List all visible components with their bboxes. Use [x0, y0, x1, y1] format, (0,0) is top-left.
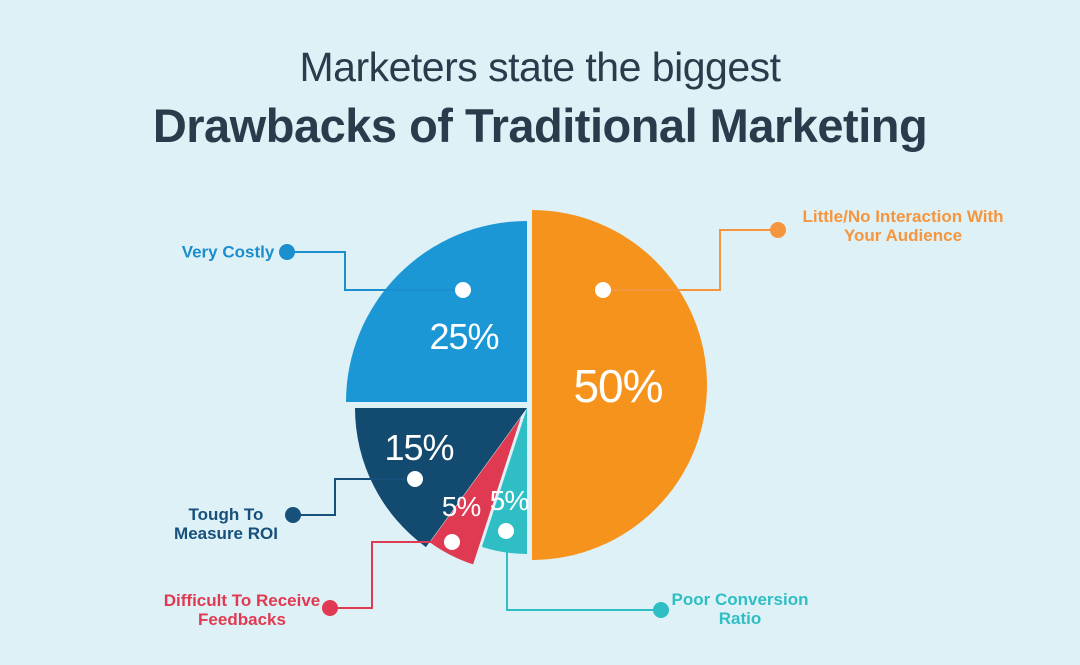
- connector-roi: [293, 478, 415, 516]
- callout-label-roi: Tough To Measure ROI: [174, 505, 278, 543]
- slice-value-roi: 15%: [384, 427, 454, 468]
- callout-label-feedbacks: Difficult To Receive Feedbacks: [164, 591, 321, 629]
- callout-label-interaction: Little/No Interaction With Your Audience: [802, 207, 1003, 245]
- slice-dot-feedbacks: [444, 534, 460, 550]
- label-dot-very-costly: [279, 244, 295, 260]
- slice-value-conversion: 5%: [489, 485, 529, 516]
- pie-slice-tough-to-measure-roi: [355, 408, 527, 548]
- pie-slice-difficult-feedbacks: [429, 417, 521, 565]
- connector-conversion: [506, 531, 661, 611]
- slice-value-interaction: 50%: [573, 360, 663, 412]
- callout-interaction-line1: Little/No Interaction With: [802, 207, 1004, 226]
- title-line-2: Drawbacks of Traditional Marketing: [152, 99, 928, 152]
- callout-interaction-line2: Your Audience: [843, 226, 963, 245]
- pie-slice-little-no-interaction: [532, 210, 707, 560]
- label-dot-feedbacks: [322, 600, 338, 616]
- label-dot-roi: [285, 507, 301, 523]
- connector-interaction: [603, 229, 778, 291]
- connector-feedbacks: [330, 541, 452, 609]
- connector-very-costly: [287, 251, 463, 291]
- label-dot-interaction: [770, 222, 786, 238]
- callout-feedbacks-line2: Feedbacks: [198, 610, 286, 629]
- slice-value-very-costly: 25%: [429, 316, 499, 357]
- label-dot-conversion: [653, 602, 669, 618]
- title-line-1: Marketers state the biggest: [299, 44, 781, 90]
- callout-roi-line1: Tough To: [188, 505, 264, 524]
- callout-conversion-line1: Poor Conversion: [671, 590, 809, 609]
- slice-dot-very-costly: [455, 282, 471, 298]
- slice-value-feedbacks: 5%: [441, 491, 481, 522]
- callout-very-costly-line1: Very Costly: [181, 242, 275, 262]
- callout-feedbacks-line1: Difficult To Receive: [163, 591, 321, 610]
- callout-label-conversion: Poor Conversion Ratio: [672, 590, 809, 628]
- slice-dot-roi: [407, 471, 423, 487]
- pie-slice-poor-conversion-ratio: [481, 408, 527, 555]
- callout-conversion-line2: Ratio: [718, 609, 762, 628]
- slice-dot-interaction: [595, 282, 611, 298]
- callout-label-very-costly: Very Costly: [182, 243, 275, 262]
- callout-roi-line2: Measure ROI: [174, 524, 278, 543]
- pie-slice-very-costly: [346, 221, 527, 402]
- slice-dot-conversion: [498, 523, 514, 539]
